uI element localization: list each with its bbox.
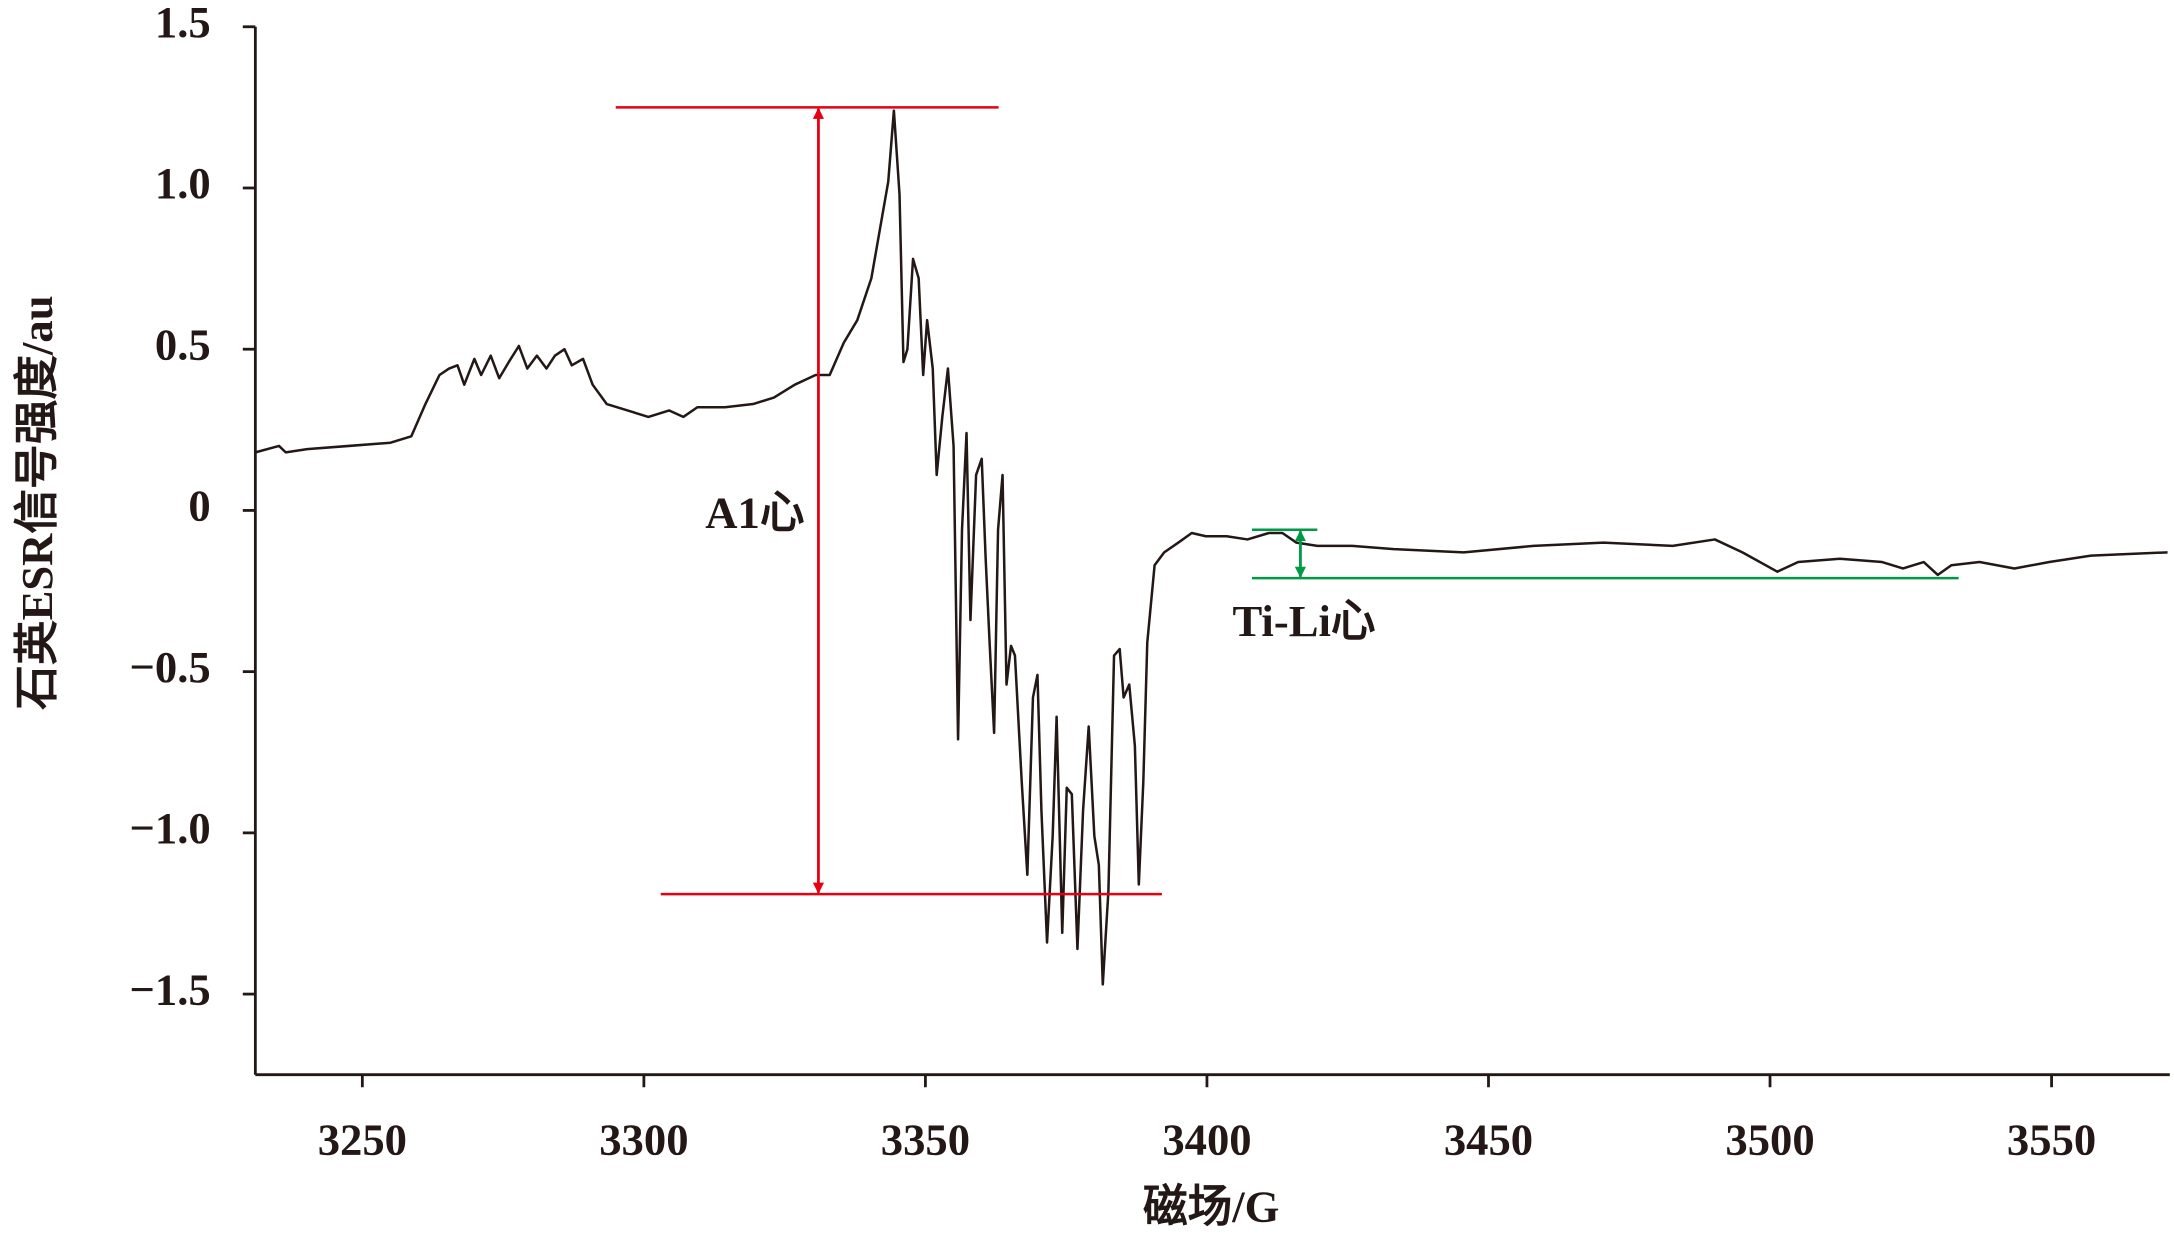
x-tick-label: 3300: [599, 1115, 688, 1165]
y-tick-label: 1.5: [155, 0, 211, 47]
x-tick-label: 3500: [1725, 1115, 1814, 1165]
y-tick-label: 0: [188, 481, 210, 531]
y-tick-label: 1.0: [155, 158, 211, 208]
y-tick-label: −1.5: [129, 964, 210, 1014]
x-tick-label: 3550: [2007, 1115, 2096, 1165]
x-tick-label: 3450: [1444, 1115, 1533, 1165]
y-axis-title: 石英ESR信号强度/au: [12, 295, 62, 710]
x-tick-label: 3250: [318, 1115, 407, 1165]
annotation-label: Ti-Li心: [1232, 596, 1375, 646]
spectrum-line: [255, 109, 2168, 986]
x-tick-label: 3350: [881, 1115, 970, 1165]
y-tick-label: −0.5: [129, 642, 210, 692]
y-tick-label: 0.5: [155, 319, 211, 369]
y-tick-label: −1.0: [129, 803, 210, 853]
annotation-label: A1心: [705, 488, 804, 538]
x-axis-title: 磁场/G: [1143, 1182, 1279, 1232]
x-tick-label: 3400: [1162, 1115, 1251, 1165]
